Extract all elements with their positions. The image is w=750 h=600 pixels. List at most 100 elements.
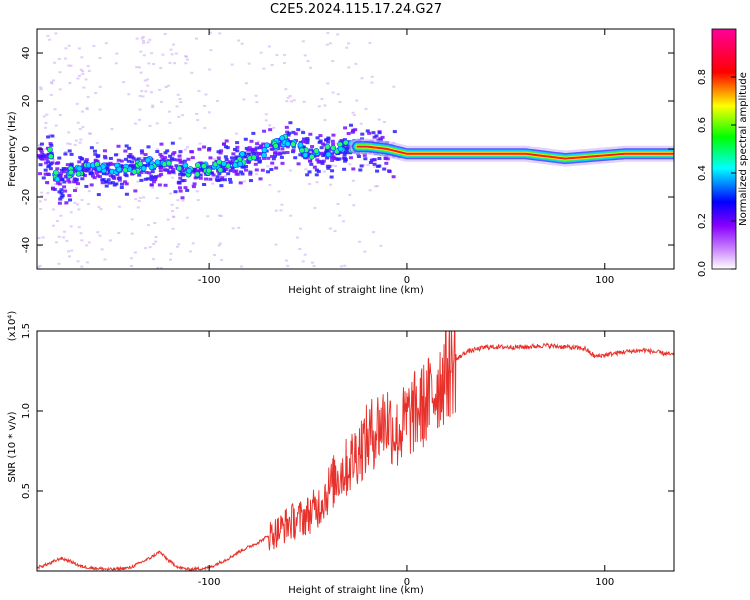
spectrogram-speckle [50,82,54,85]
spectrogram-cell [324,150,329,154]
spectrogram-peak [313,148,320,154]
spectrogram-cell [291,130,296,134]
spectrogram-cell [182,159,187,163]
spectrogram-cell [119,182,124,186]
spectrogram-peak [194,171,201,178]
spectrogram-cell [97,175,102,179]
spectrogram-peak [279,135,286,142]
spectrogram-speckle [48,133,52,136]
spectrogram-ytick-label: 40 [21,47,32,60]
spectrogram-speckle [217,244,221,247]
spectrogram-speckle [171,43,175,46]
spectrogram-cell [93,152,98,156]
spectrogram-cell [358,168,363,172]
spectrogram-cell [146,145,151,149]
spectrogram-cell [94,171,99,175]
spectrogram-cell [73,180,78,184]
spectrogram-speckle [326,82,330,85]
spectrogram-speckle [176,199,180,202]
spectrogram-cell [222,169,227,173]
spectrogram-peak [140,165,147,172]
spectrogram-cell [39,148,44,152]
spectrogram-speckle [68,81,72,84]
spectrogram-cell [89,146,94,150]
spectrogram-cell [240,165,245,169]
spectrogram-speckle [44,121,48,124]
spectrogram-cell [209,171,214,175]
spectrogram-cell [365,129,370,133]
spectrogram-cell [108,181,113,185]
spectrogram-cell [270,161,275,165]
spectrogram-cell [195,169,200,173]
spectrogram-cell [160,158,165,162]
spectrogram-peak [284,140,291,147]
spectrogram-cell [385,157,390,161]
spectrogram-cell [190,156,195,160]
spectrogram-speckle [280,203,284,206]
snr-ytick-label: 1.5 [21,323,32,339]
spectrogram-cell [158,169,163,173]
spectrogram-peak [217,167,224,173]
spectrogram-cell [230,166,235,170]
spectrogram-speckle [177,115,181,118]
spectrogram-speckle [266,165,270,168]
spectrogram-speckle [392,85,396,88]
spectrogram-speckle [295,236,299,239]
spectrogram-cell [308,132,313,136]
spectrogram-cell [46,135,51,139]
spectrogram-cell [391,175,396,179]
spectrogram-cell [262,156,267,160]
spectrogram-cell [368,160,373,164]
spectrogram-cell [345,144,350,148]
spectrogram-speckle [46,34,50,37]
spectrogram-speckle [129,257,133,260]
spectrogram-speckle [55,220,59,223]
spectrogram-cell [325,156,330,160]
spectrogram-cell [291,148,296,152]
spectrogram-peak [261,147,268,153]
spectrogram-cell [128,164,133,168]
spectrogram-cell [251,152,256,156]
spectrogram-cell [275,152,280,156]
spectrogram-cell [243,168,248,172]
spectrogram-speckle [176,93,180,96]
spectrogram-cell [277,144,282,148]
spectrogram-speckle [67,131,71,134]
spectrogram-cell [131,164,136,168]
spectrogram-cell [359,164,364,168]
spectrogram-speckle [44,126,48,129]
spectrogram-speckle [77,226,81,229]
spectrogram-cell [165,149,170,153]
spectrogram-cell [173,190,178,194]
spectrogram-cell [344,147,349,151]
spectrogram-cell [60,177,65,181]
spectrogram-cell [133,189,138,193]
spectrogram-speckle [77,47,81,50]
spectrogram-speckle [189,250,193,253]
spectrogram-cell [268,143,273,147]
spectrogram-cell [48,142,53,146]
spectrogram-speckle [135,66,139,69]
spectrogram-cell [341,144,346,148]
spectrogram-cell [309,148,314,152]
spectrogram-cell [324,138,329,142]
spectrogram-cell [342,138,347,142]
spectrogram-speckle [163,32,167,35]
spectrogram-cell [44,161,49,165]
spectrogram-speckle [171,176,175,179]
spectrogram-speckle [203,104,207,107]
spectrogram-cell [363,157,368,161]
spectrogram-speckle [373,165,377,168]
spectrogram-ytick-label: 20 [21,95,32,108]
spectrogram-speckle [299,227,303,230]
spectrogram-peak [144,157,151,164]
spectrogram-speckle [360,77,364,80]
spectrogram-speckle [275,54,279,57]
spectrogram-speckle [310,261,314,264]
spectrogram-speckle [348,193,352,196]
spectrogram-speckle [141,36,145,39]
spectrogram-speckle [69,64,73,67]
spectrogram-speckle [171,155,175,158]
spectrogram-speckle [49,81,53,84]
spectrogram-cell [145,163,150,167]
